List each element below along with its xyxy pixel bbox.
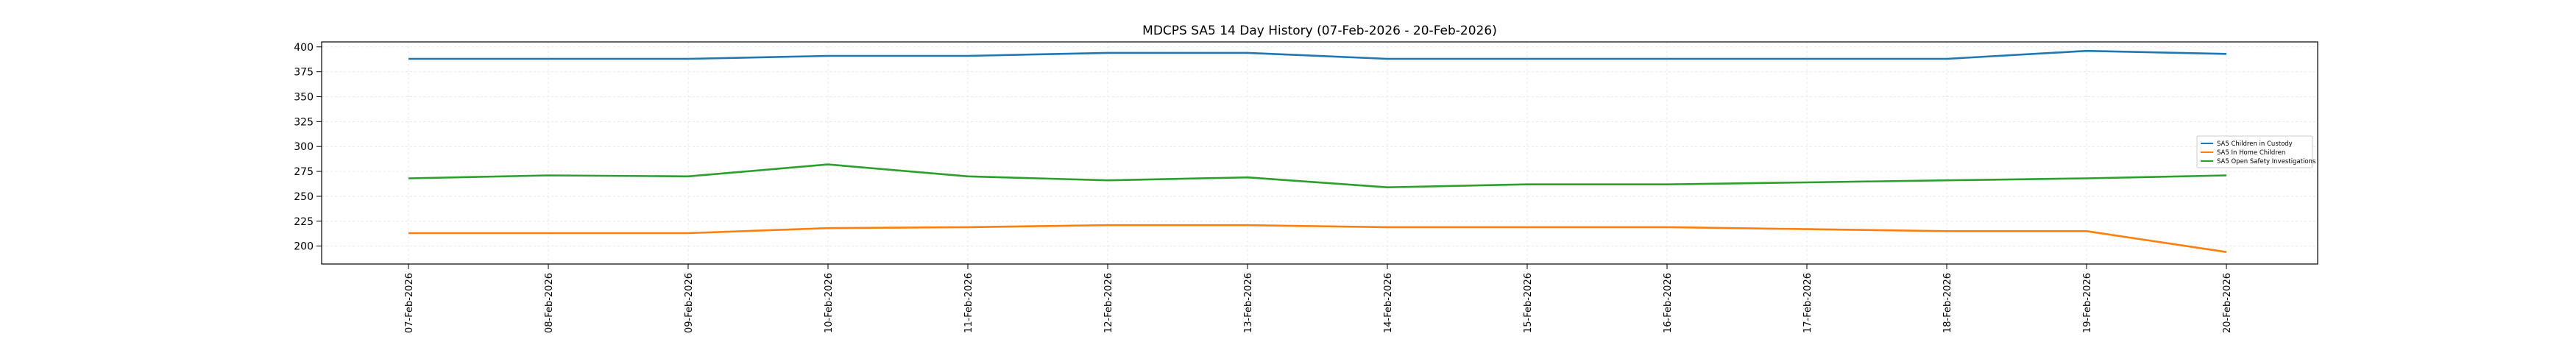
- x-tick-label: 20-Feb-2026: [2222, 273, 2233, 333]
- y-tick-label: 200: [294, 241, 314, 253]
- y-tick-label: 300: [294, 141, 314, 153]
- x-axis: 07-Feb-2026 08-Feb-2026 09-Feb-2026 10-Feb-…: [404, 264, 2233, 333]
- legend-label: SA5 Open Safety Investigations: [2217, 158, 2316, 165]
- y-tick-label: 375: [294, 67, 314, 79]
- y-tick-label: 400: [294, 42, 314, 54]
- x-tick-label: 14-Feb-2026: [1383, 273, 1394, 333]
- y-tick-label: 225: [294, 216, 314, 228]
- y-tick-label: 250: [294, 191, 314, 203]
- x-tick-label: 08-Feb-2026: [544, 273, 555, 333]
- y-tick-label: 350: [294, 91, 314, 103]
- series-line-2: [408, 224, 2227, 253]
- chart-title: MDCPS SA5 14 Day History (07-Feb-2026 - …: [1142, 24, 1497, 38]
- x-tick-label: 15-Feb-2026: [1523, 273, 1534, 333]
- y-tick-label: 325: [294, 116, 314, 128]
- x-tick-label: 17-Feb-2026: [1802, 273, 1814, 333]
- x-tick-label: 19-Feb-2026: [2082, 273, 2093, 333]
- y-tick-label: 275: [294, 166, 314, 178]
- x-tick-label: 09-Feb-2026: [684, 273, 695, 333]
- x-tick-label: 12-Feb-2026: [1103, 273, 1114, 333]
- y-axis: 200 225 250 275 300 325 350 375 400: [294, 42, 322, 253]
- series-line-1: [408, 49, 2227, 60]
- plot-frame: [321, 41, 2318, 265]
- x-tick-label: 10-Feb-2026: [824, 273, 835, 333]
- series-lines: [408, 49, 2227, 253]
- x-tick-label: 13-Feb-2026: [1243, 273, 1254, 333]
- series-line-3: [408, 163, 2227, 188]
- x-tick-label: 16-Feb-2026: [1663, 273, 1674, 333]
- x-tick-label: 11-Feb-2026: [963, 273, 974, 333]
- x-tick-label: 18-Feb-2026: [1942, 273, 1953, 333]
- legend-label: SA5 Children in Custody: [2217, 140, 2293, 148]
- legend-label: SA5 In Home Children: [2217, 149, 2285, 157]
- grid-lines: [322, 42, 2318, 264]
- legend-box: [2196, 135, 2313, 168]
- x-tick-label: 07-Feb-2026: [404, 273, 415, 333]
